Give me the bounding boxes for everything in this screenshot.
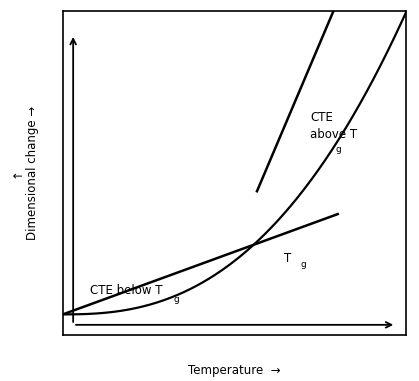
Text: CTE below T: CTE below T: [91, 284, 163, 298]
Text: Temperature  →: Temperature →: [188, 364, 281, 378]
Text: ↑
Dimensional change →: ↑ Dimensional change →: [11, 106, 39, 240]
Text: g: g: [173, 295, 179, 304]
Text: g: g: [300, 260, 306, 269]
Text: T: T: [285, 252, 292, 265]
Text: CTE
above T: CTE above T: [310, 111, 357, 141]
Text: g: g: [336, 145, 342, 154]
